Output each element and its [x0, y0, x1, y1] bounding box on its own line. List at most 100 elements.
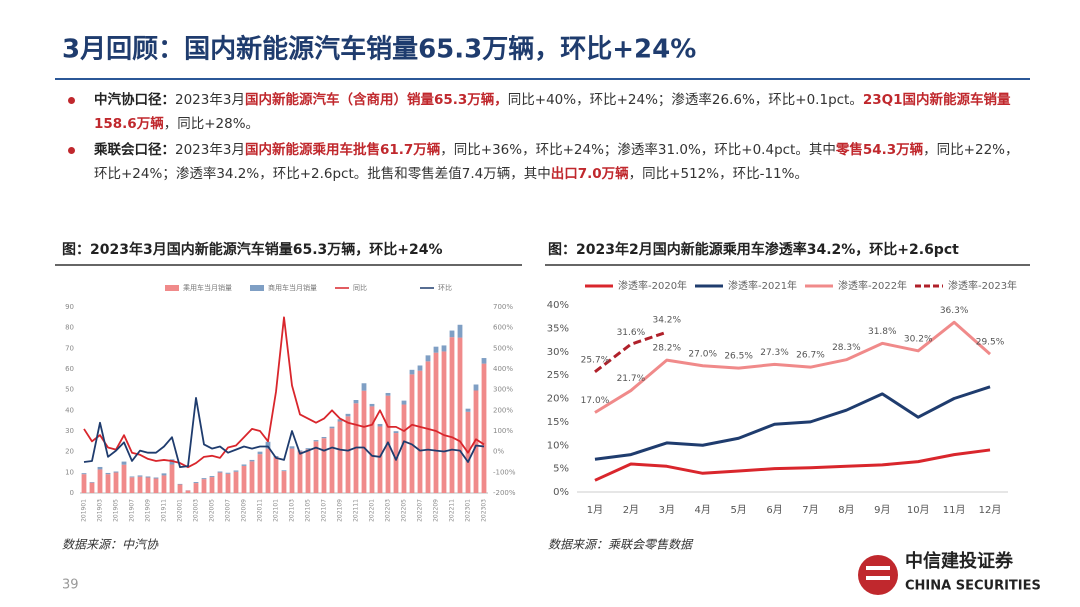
y-tick-label: 15%	[547, 417, 569, 428]
data-label: 25.7%	[581, 355, 610, 365]
source: 数据来源：中汽协	[62, 538, 159, 552]
bar	[257, 454, 263, 493]
data-label: 17.0%	[581, 396, 610, 406]
bar	[113, 472, 119, 493]
bar	[329, 428, 335, 493]
bar	[465, 408, 471, 412]
y2-tick-label: 500%	[493, 344, 513, 352]
line	[83, 316, 485, 469]
data-label: 28.3%	[832, 343, 861, 353]
x-tick-label: 6月	[766, 504, 782, 516]
bar	[137, 476, 143, 493]
x-tick-label: 201905	[113, 499, 120, 522]
bar	[89, 482, 95, 483]
bar	[201, 478, 207, 480]
bar	[233, 470, 239, 472]
bar	[241, 465, 247, 493]
x-tick-label: 11月	[943, 504, 966, 516]
bar	[433, 352, 439, 493]
x-tick-label: 201901	[81, 499, 88, 522]
bar	[153, 478, 159, 493]
bar	[297, 451, 303, 493]
x-tick-label: 8月	[838, 504, 854, 516]
y-tick-label: 20	[65, 448, 74, 456]
source: 数据来源：乘联会零售数据	[548, 538, 694, 552]
bar	[105, 472, 111, 475]
bullet-label: 中汽协口径：	[94, 92, 175, 108]
y-tick-label: 25%	[547, 370, 569, 381]
y-tick-label: 50	[65, 386, 74, 394]
bar	[449, 337, 455, 493]
bar	[121, 464, 127, 493]
bar	[329, 426, 335, 429]
bar	[249, 461, 255, 493]
bar	[481, 358, 487, 364]
y2-tick-label: 400%	[493, 365, 513, 373]
x-tick-label: 202107	[321, 499, 328, 522]
bullet-text: ，同比+22%，环比+24%；渗透率34.2%，环比+2.6pct。批售和零售差…	[94, 142, 1019, 182]
bar	[217, 472, 223, 493]
bar	[145, 477, 151, 493]
bar	[449, 330, 455, 338]
bar	[377, 423, 383, 427]
bullet-text: 国内新能源乘用车批售61.7万辆	[244, 142, 441, 158]
x-tick-label: 202301	[465, 499, 472, 522]
bullet-text: 零售54.3万辆	[835, 142, 924, 158]
y-tick-label: 90	[65, 303, 74, 311]
legend-swatch	[250, 285, 264, 291]
bullet-text: 同比+40%，环比+24%；渗透率26.6%，环比+0.1pct。	[507, 92, 863, 108]
bar	[457, 337, 463, 493]
y2-tick-label: -100%	[493, 468, 516, 476]
bar	[233, 471, 239, 493]
bar	[321, 438, 327, 493]
chart-title: 图：2023年3月国内新能源汽车销量65.3万辆，环比+24%	[62, 241, 443, 258]
data-label: 27.3%	[760, 348, 789, 358]
y2-tick-label: 600%	[493, 324, 513, 332]
bar	[337, 419, 343, 422]
data-label: 26.7%	[796, 351, 825, 361]
bar	[425, 355, 431, 362]
x-tick-label: 202005	[209, 499, 216, 522]
bar	[161, 475, 167, 493]
y2-tick-label: 100%	[493, 427, 513, 435]
bullet-text: ，同比+512%，环比-11%。	[628, 166, 808, 182]
bullet-label: 乘联会口径：	[94, 142, 175, 158]
bar	[185, 490, 191, 493]
bar	[201, 479, 207, 493]
legend-label: 渗透率-2021年	[728, 279, 797, 292]
bar	[409, 374, 415, 493]
y-tick-label: 10%	[547, 440, 569, 451]
legend-label: 渗透率-2020年	[618, 279, 687, 292]
bar	[121, 461, 127, 465]
bar	[345, 416, 351, 493]
bar	[313, 441, 319, 493]
x-tick-label: 202203	[385, 499, 392, 522]
bar	[81, 474, 87, 493]
bar	[265, 441, 271, 449]
bar	[473, 390, 479, 493]
bullet: 乘联会口径：2023年3月国内新能源乘用车批售61.7万辆，同比+36%，环比+…	[66, 138, 1026, 186]
logo-en: CHINA SECURITIES	[905, 579, 1041, 594]
x-tick-label: 202303	[481, 499, 488, 522]
y-tick-label: 80	[65, 324, 74, 332]
bar	[377, 426, 383, 493]
y-tick-label: 10	[65, 468, 74, 476]
bullet-text: 出口7.0万辆	[550, 166, 629, 182]
data-label: 31.6%	[617, 328, 646, 338]
x-tick-label: 202209	[433, 499, 440, 522]
y-tick-label: 5%	[553, 464, 569, 475]
bar	[97, 466, 103, 470]
x-tick-label: 12月	[979, 504, 1002, 516]
bar	[281, 471, 287, 493]
bar	[321, 436, 327, 439]
x-tick-label: 4月	[695, 504, 711, 516]
slide-title: 3月回顾：国内新能源汽车销量65.3万辆，环比+24%	[62, 34, 696, 65]
bar	[393, 433, 399, 493]
bar	[289, 446, 295, 449]
bar	[345, 413, 351, 417]
bar	[193, 483, 199, 493]
y2-tick-label: -200%	[493, 489, 516, 497]
chart-title: 图：2023年2月国内新能源乘用车渗透率34.2%，环比+2.6pct	[548, 241, 959, 258]
bar	[417, 370, 423, 493]
bar	[385, 392, 391, 396]
